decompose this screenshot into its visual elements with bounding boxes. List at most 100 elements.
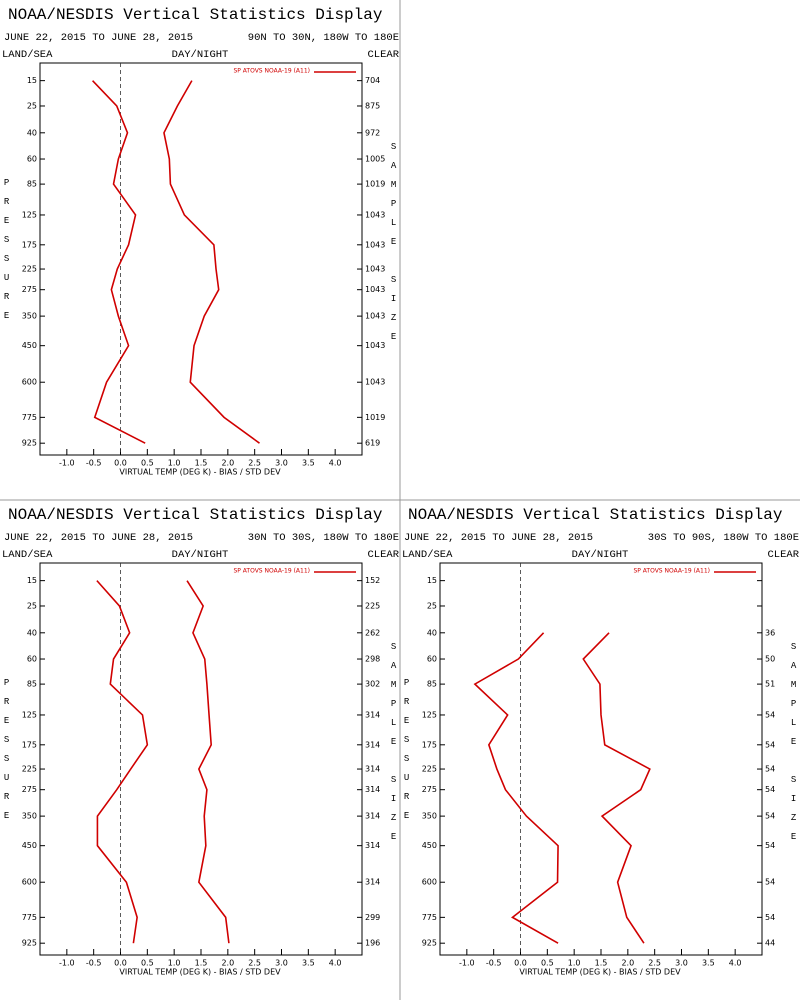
date-range: JUNE 22, 2015 TO JUNE 28, 2015	[404, 532, 593, 544]
sample-size-label: 704	[365, 76, 380, 85]
y-tick-label: 450	[22, 841, 37, 850]
y-tick-label: 25	[27, 601, 37, 610]
sample-size-label: 54	[765, 812, 775, 821]
sample-size-label: 314	[365, 812, 380, 821]
x-tick-label: 0.5	[141, 459, 154, 468]
sample-size-label: 54	[765, 740, 775, 749]
x-tick-label: -1.0	[59, 959, 75, 968]
sample-size-label: 314	[365, 765, 380, 774]
sample-size-label: 44	[765, 939, 775, 948]
x-tick-label: -0.5	[86, 959, 102, 968]
x-tick-label: 4.0	[329, 959, 342, 968]
day-night: DAY/NIGHT	[572, 549, 629, 561]
x-tick-label: 2.0	[621, 959, 634, 968]
sample-size-label: 152	[365, 576, 380, 585]
legend-label: SP ATOVS NOAA-19 (A11)	[633, 568, 710, 575]
sample-size-label: 1043	[365, 341, 385, 350]
x-tick-label: 2.5	[248, 459, 261, 468]
y-tick-label: 775	[422, 913, 437, 922]
x-tick-label: -0.5	[86, 459, 102, 468]
sample-size-label: 1019	[365, 413, 385, 422]
x-tick-label: 3.0	[275, 959, 288, 968]
y-tick-label: 775	[22, 913, 37, 922]
y-tick-label: 125	[422, 710, 437, 719]
x-tick-label: 0.5	[141, 959, 154, 968]
sample-size-label: 619	[365, 439, 380, 448]
x-tick-label: 4.0	[329, 459, 342, 468]
y-tick-label: 60	[27, 655, 37, 664]
sample-size-label: 54	[765, 878, 775, 887]
sample-size-label: 302	[365, 680, 380, 689]
x-axis-label: VIRTUAL TEMP (DEG K) - BIAS / STD DEV	[519, 968, 681, 977]
x-tick-label: 0.5	[541, 959, 554, 968]
sample-size-label: 1043	[365, 378, 385, 387]
region: 30N TO 30S, 180W TO 180E	[248, 532, 399, 544]
day-night: DAY/NIGHT	[172, 549, 229, 561]
sample-size-label: 314	[365, 710, 380, 719]
sample-size-label: 1043	[365, 210, 385, 219]
x-tick-label: 1.5	[595, 959, 608, 968]
y-tick-label: 25	[427, 601, 437, 610]
y-tick-label: 40	[27, 628, 37, 637]
day-night: DAY/NIGHT	[172, 49, 229, 61]
y-tick-label: 275	[422, 785, 437, 794]
y-tick-label: 450	[22, 341, 37, 350]
y-tick-label: 275	[22, 285, 37, 294]
bias-line	[92, 80, 146, 444]
sample-size-label: 1043	[365, 240, 385, 249]
sample-size-label: 51	[765, 680, 775, 689]
y2-axis-label: SAMPLE SIZE	[389, 642, 399, 851]
x-tick-label: 3.5	[302, 459, 315, 468]
land-sea: LAND/SEA	[2, 549, 53, 561]
y-tick-label: 15	[427, 576, 437, 585]
y-tick-label: 275	[22, 785, 37, 794]
y-tick-label: 925	[22, 939, 37, 948]
y-tick-label: 175	[22, 740, 37, 749]
std-dev-line	[582, 632, 651, 944]
y-tick-label: 775	[22, 413, 37, 422]
y-axis-label: PRESSURE	[402, 678, 412, 830]
x-tick-label: 1.0	[168, 959, 181, 968]
y-tick-label: 125	[22, 710, 37, 719]
sample-size-label: 54	[765, 841, 775, 850]
y-tick-label: 85	[427, 680, 437, 689]
sample-size-label: 54	[765, 765, 775, 774]
bias-line	[96, 580, 149, 944]
region: 90N TO 30N, 180W TO 180E	[248, 32, 399, 44]
sample-size-label: 262	[365, 628, 380, 637]
y-tick-label: 85	[27, 680, 37, 689]
x-tick-label: 3.0	[675, 959, 688, 968]
x-tick-label: 1.0	[168, 459, 181, 468]
x-tick-label: 3.5	[702, 959, 715, 968]
x-axis-label: VIRTUAL TEMP (DEG K) - BIAS / STD DEV	[119, 968, 281, 977]
y-tick-label: 225	[22, 765, 37, 774]
x-axis-label: VIRTUAL TEMP (DEG K) - BIAS / STD DEV	[119, 468, 281, 477]
y-axis-label: PRESSURE	[2, 678, 12, 830]
x-tick-label: 2.0	[221, 959, 234, 968]
y-tick-label: 60	[427, 655, 437, 664]
y-tick-label: 15	[27, 76, 37, 85]
y2-axis-label: SAMPLE SIZE	[389, 142, 399, 351]
sample-size-label: 1043	[365, 312, 385, 321]
sample-size-label: 50	[765, 655, 775, 664]
date-range: JUNE 22, 2015 TO JUNE 28, 2015	[4, 532, 193, 544]
sample-size-label: 54	[765, 785, 775, 794]
sky: CLEAR	[767, 549, 799, 561]
sample-size-label: 1005	[365, 155, 385, 164]
sample-size-label: 1019	[365, 180, 385, 189]
date-range: JUNE 22, 2015 TO JUNE 28, 2015	[4, 32, 193, 44]
x-tick-label: 2.0	[221, 459, 234, 468]
y-tick-label: 350	[22, 312, 37, 321]
land-sea: LAND/SEA	[402, 549, 453, 561]
sample-size-label: 314	[365, 785, 380, 794]
x-tick-label: 1.5	[195, 959, 208, 968]
sample-size-label: 298	[365, 655, 380, 664]
std-dev-line	[186, 580, 230, 944]
legend-label: SP ATOVS NOAA-19 (A11)	[233, 68, 310, 75]
x-tick-label: 1.5	[195, 459, 208, 468]
y-tick-label: 225	[422, 765, 437, 774]
x-tick-label: 2.5	[248, 959, 261, 968]
y-tick-label: 40	[427, 628, 437, 637]
sky: CLEAR	[367, 549, 399, 561]
